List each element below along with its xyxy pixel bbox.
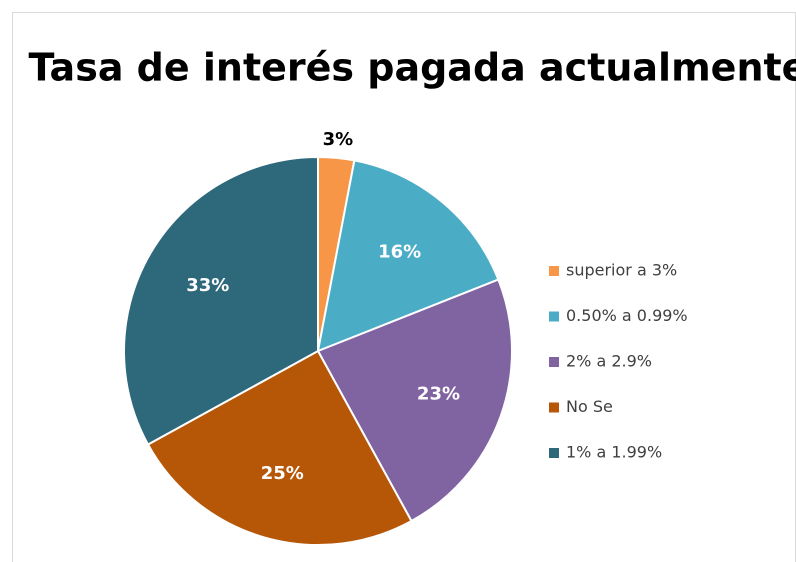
data-label: 3% [323,129,354,150]
legend-label: 1% a 1.99% [566,443,662,462]
legend-swatch [549,311,559,322]
pie-slice [123,155,319,446]
legend-label: No Se [566,397,613,416]
data-label: 23% [417,383,460,404]
legend-label: 0.50% a 0.99% [566,306,688,325]
pie-slice [316,159,500,353]
legend-label: superior a 3% [566,261,677,280]
legend-swatch [549,266,559,276]
legend-swatch [549,357,559,367]
pie-slice [146,349,413,546]
pie-slice [316,278,513,523]
chart-title: Tasa de interés pagada actualmente [29,46,796,90]
legend-swatch [549,448,559,458]
data-label: 16% [378,241,421,262]
legend-label: 2% a 2.9% [566,352,652,371]
data-label: 25% [261,463,304,484]
data-label: 33% [186,275,229,296]
legend-swatch [549,402,559,413]
